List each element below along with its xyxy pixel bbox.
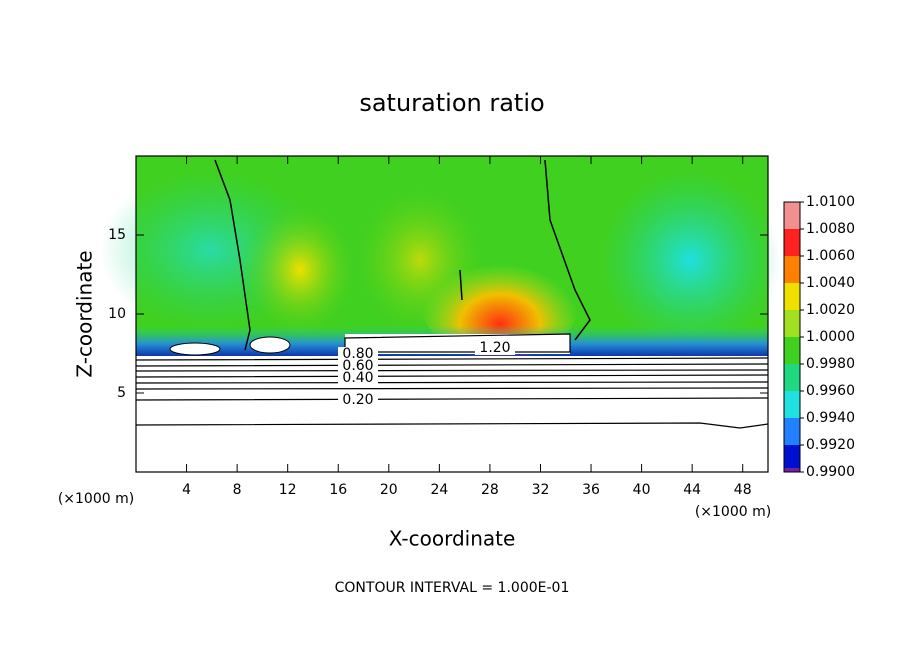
- colorbar-label: 1.0000: [806, 329, 855, 345]
- x-tick-label: 32: [532, 482, 550, 498]
- contour-label: 0.20: [342, 392, 373, 408]
- colorbar-segment: [784, 445, 800, 472]
- colorbar-segment: [784, 468, 800, 472]
- colorbar-label: 1.0060: [806, 248, 855, 264]
- y-axis-title: Z-coordinate: [73, 250, 97, 377]
- colorbar-label: 1.0020: [806, 302, 855, 318]
- x-tick-label: 36: [582, 482, 600, 498]
- colorbar-segment: [784, 364, 800, 391]
- x-tick-label: 44: [683, 482, 701, 498]
- contour-label-bg: [338, 359, 378, 373]
- contour-label-bg: [338, 347, 378, 361]
- contour-label-bg: [338, 371, 378, 385]
- colorbar-segment: [784, 337, 800, 364]
- colorbar-label: 0.9940: [806, 410, 855, 426]
- x-tick-label: 4: [182, 482, 191, 498]
- contour-label: 0.40: [342, 370, 373, 386]
- colorbar-label: 1.0080: [806, 221, 855, 237]
- x-unit: (×1000 m): [58, 491, 134, 507]
- colorbar-segment: [784, 310, 800, 337]
- contour-label-bg: [475, 341, 515, 355]
- colorbar-segment: [784, 256, 800, 283]
- contour-label: 0.60: [342, 358, 373, 374]
- colorbar-label: 0.9900: [806, 464, 855, 480]
- colorbar-segment: [784, 202, 800, 229]
- x-tick-label: 16: [329, 482, 347, 498]
- y-tick-label: 10: [108, 306, 126, 322]
- chart-title: saturation ratio: [359, 89, 544, 117]
- field: [100, 156, 780, 472]
- y-tick-label: 5: [117, 385, 126, 401]
- contour-label: 1.20: [479, 340, 510, 356]
- y-tick-label: 15: [108, 227, 126, 243]
- x-tick-label: 12: [279, 482, 297, 498]
- x-tick-label: 28: [481, 482, 499, 498]
- colorbar-segment: [784, 229, 800, 256]
- x-tick-label: 40: [633, 482, 651, 498]
- x-tick-label: 24: [430, 482, 448, 498]
- contour-label: 0.80: [342, 346, 373, 362]
- y-unit: (×1000 m): [695, 504, 771, 520]
- footer: CONTOUR INTERVAL = 1.000E-01: [335, 580, 570, 596]
- colorbar-label: 1.0100: [806, 194, 855, 210]
- colorbar-segment: [784, 283, 800, 310]
- x-tick-label: 8: [233, 482, 242, 498]
- colorbar-label: 0.9920: [806, 437, 855, 453]
- colorbar-label: 1.0040: [806, 275, 855, 291]
- contour-label-bg: [338, 393, 378, 407]
- x-axis-title: X-coordinate: [389, 527, 516, 551]
- colorbar-label: 0.9960: [806, 383, 855, 399]
- colorbar-segment: [784, 391, 800, 418]
- x-tick-label: 48: [734, 482, 752, 498]
- colorbar-segment: [784, 418, 800, 445]
- x-tick-label: 20: [380, 482, 398, 498]
- colorbar-label: 0.9980: [806, 356, 855, 372]
